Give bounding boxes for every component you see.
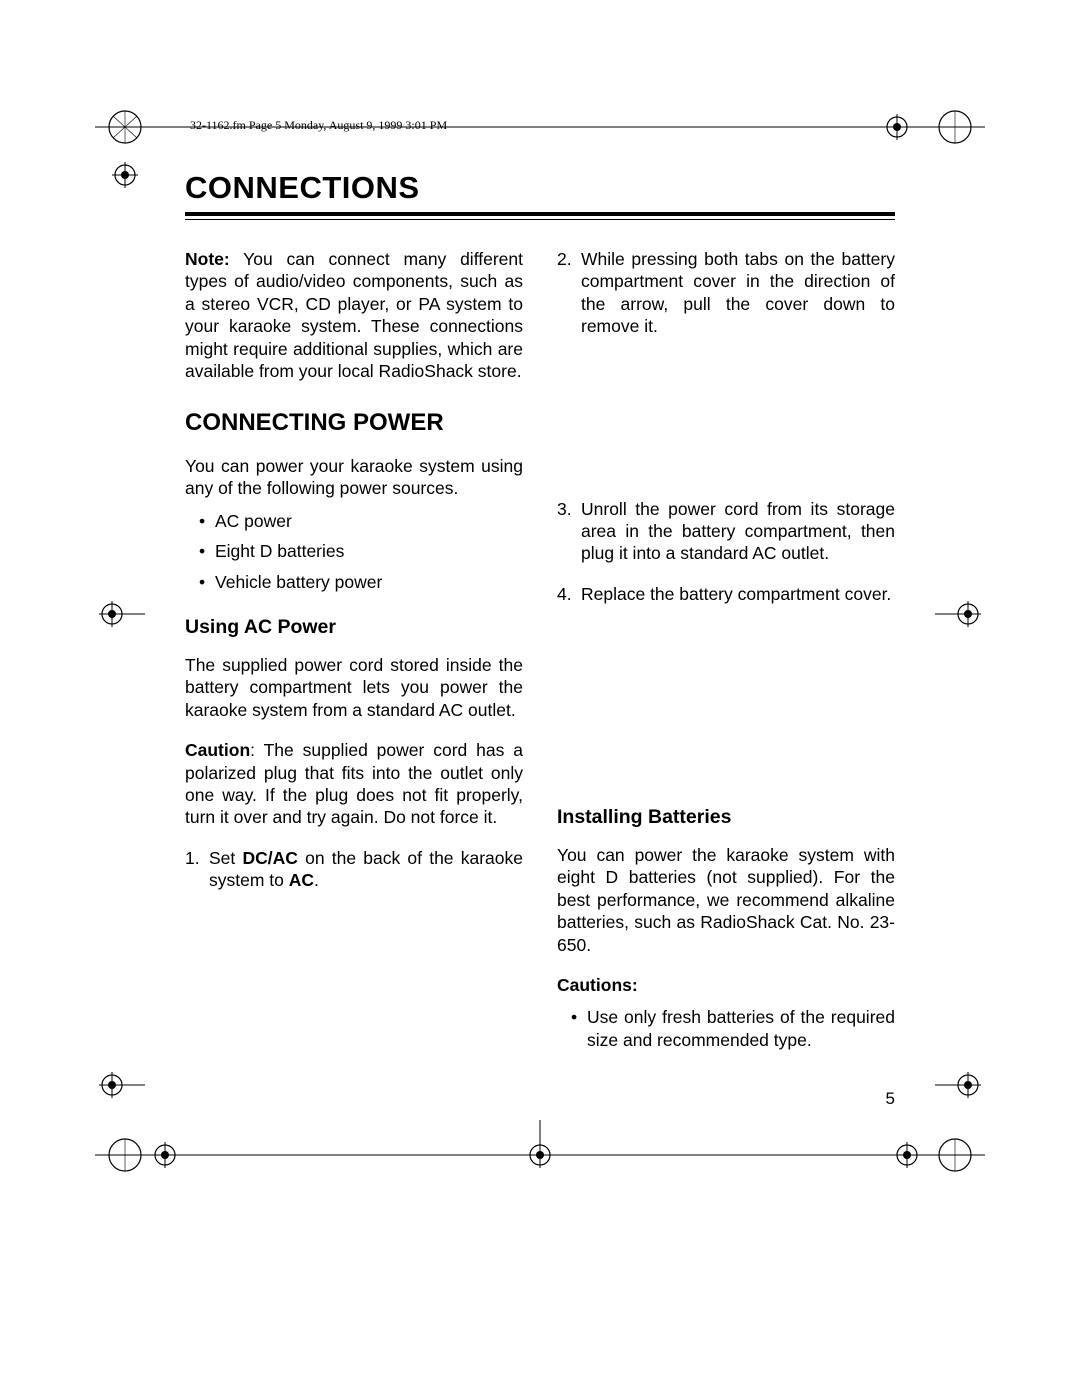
power-intro: You can power your karaoke system using … (185, 455, 523, 500)
header-filename: 32-1162.fm Page 5 Monday, August 9, 1999… (190, 118, 447, 133)
list-item: While pressing both tabs on the battery … (581, 248, 895, 338)
title-rule (185, 212, 895, 220)
list-item: Replace the battery compartment cover. (581, 583, 895, 605)
power-sources-list: AC power Eight D batteries Vehicle batte… (185, 510, 523, 593)
list-item: Unroll the power cord from its storage a… (581, 498, 895, 565)
column-left: Note: You can connect many different typ… (185, 248, 523, 1065)
battery-cautions-list: Use only fresh batteries of the required… (557, 1006, 895, 1051)
batteries-paragraph: You can power the karaoke system with ei… (557, 844, 895, 956)
ac-steps-continued: While pressing both tabs on the battery … (557, 248, 895, 605)
list-item: Use only fresh batteries of the required… (587, 1006, 895, 1051)
column-right: While pressing both tabs on the battery … (557, 248, 895, 1065)
note-paragraph: Note: You can connect many different typ… (185, 248, 523, 382)
sub-using-ac-power: Using AC Power (185, 615, 523, 640)
list-item: AC power (215, 510, 523, 532)
text-bold: AC (289, 870, 314, 890)
columns: Note: You can connect many different typ… (185, 248, 895, 1065)
section-connecting-power: CONNECTING POWER (185, 408, 523, 439)
note-label: Note: (185, 249, 230, 269)
cautions-label: Cautions: (557, 974, 895, 996)
sub-installing-batteries: Installing Batteries (557, 805, 895, 830)
ac-paragraph-1: The supplied power cord stored inside th… (185, 654, 523, 721)
ac-caution-paragraph: Caution: The supplied power cord has a p… (185, 739, 523, 829)
ac-steps: Set DC/AC on the back of the karaoke sys… (185, 847, 523, 892)
note-text: You can connect many different types of … (185, 249, 523, 381)
page-title: CONNECTIONS (185, 170, 895, 206)
text-bold: DC/AC (242, 848, 297, 868)
list-item: Vehicle battery power (215, 571, 523, 593)
list-item: Set DC/AC on the back of the karaoke sys… (209, 847, 523, 892)
text: . (314, 870, 319, 890)
list-item: Eight D batteries (215, 540, 523, 562)
page-number: 5 (886, 1089, 895, 1109)
text: Set (209, 848, 242, 868)
caution-label: Caution (185, 740, 250, 760)
page-content: CONNECTIONS Note: You can connect many d… (185, 170, 895, 1065)
